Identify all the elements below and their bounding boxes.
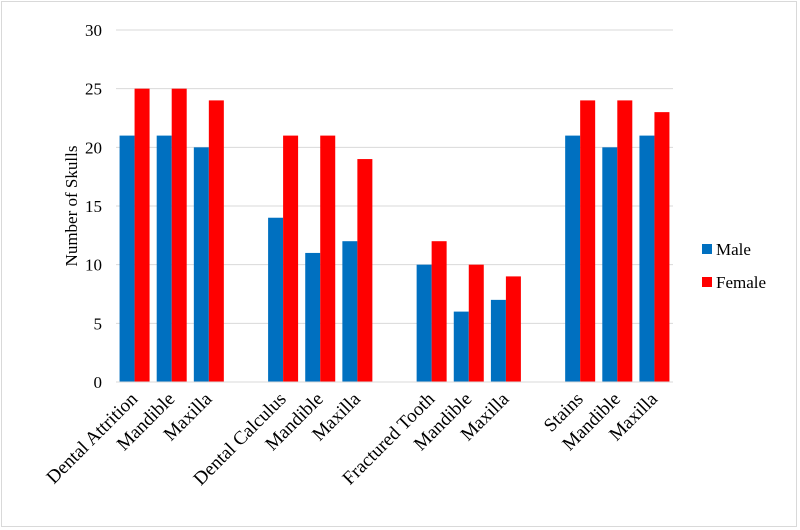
legend-swatch-male: [702, 244, 712, 254]
bar-male: [305, 252, 321, 382]
bar-male: [602, 147, 618, 382]
y-tick-label: 20: [85, 138, 102, 157]
bars: [119, 88, 670, 383]
y-tick-label: 0: [94, 373, 103, 392]
legend-label-female: Female: [716, 273, 766, 292]
bar-male: [490, 299, 506, 382]
bar-female: [431, 241, 447, 382]
bar-female: [283, 135, 299, 382]
bar-female: [505, 276, 521, 382]
legend-label-male: Male: [716, 240, 751, 259]
bar-female: [617, 100, 633, 383]
bar-male: [342, 241, 358, 382]
bar-male: [268, 217, 284, 382]
bar-female: [654, 112, 670, 382]
bar-male: [156, 135, 172, 382]
y-tick-label: 5: [94, 314, 103, 333]
bar-female: [357, 159, 373, 382]
bar-female: [320, 135, 336, 382]
bar-male: [565, 135, 581, 382]
y-tick-label: 10: [85, 256, 102, 275]
bar-female: [208, 100, 224, 383]
bar-female: [580, 100, 596, 383]
y-tick-label: 25: [85, 80, 102, 99]
bar-male: [453, 311, 469, 382]
bar-male: [416, 264, 432, 382]
legend: Male Female: [702, 240, 766, 292]
bar-male: [193, 147, 209, 382]
y-axis-label: Number of Skulls: [62, 146, 81, 267]
y-tick-label: 15: [85, 197, 102, 216]
y-tick-label: 30: [85, 21, 102, 40]
bar-female: [134, 88, 150, 383]
bar-male: [119, 135, 135, 382]
bar-male: [639, 135, 655, 382]
y-axis-ticks: 0 5 10 15 20 25 30: [85, 21, 102, 392]
bar-female: [171, 88, 187, 383]
bar-female: [468, 264, 484, 382]
legend-swatch-female: [702, 277, 712, 287]
